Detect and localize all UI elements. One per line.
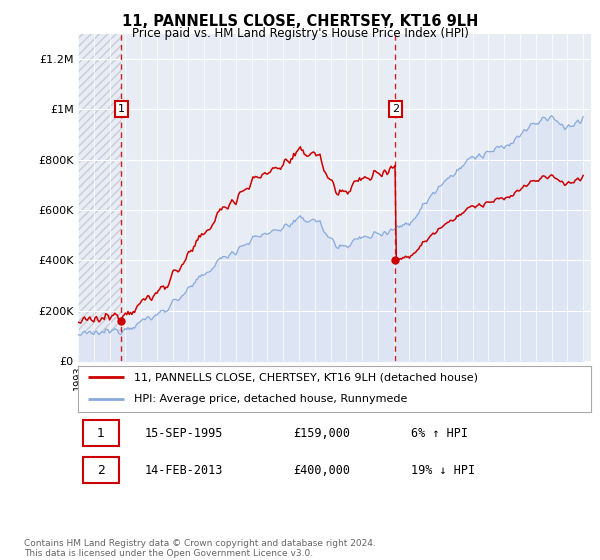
Text: £159,000: £159,000 (293, 427, 350, 440)
Text: 2: 2 (97, 464, 105, 477)
Text: HPI: Average price, detached house, Runnymede: HPI: Average price, detached house, Runn… (134, 394, 408, 404)
Text: 11, PANNELLS CLOSE, CHERTSEY, KT16 9LH: 11, PANNELLS CLOSE, CHERTSEY, KT16 9LH (122, 14, 478, 29)
Bar (78, 34, 121, 361)
Text: 15-SEP-1995: 15-SEP-1995 (145, 427, 223, 440)
FancyBboxPatch shape (83, 458, 119, 483)
Text: 1: 1 (118, 104, 125, 114)
Text: 11, PANNELLS CLOSE, CHERTSEY, KT16 9LH (detached house): 11, PANNELLS CLOSE, CHERTSEY, KT16 9LH (… (134, 372, 478, 382)
Text: £400,000: £400,000 (293, 464, 350, 477)
Text: 6% ↑ HPI: 6% ↑ HPI (412, 427, 469, 440)
Text: Contains HM Land Registry data © Crown copyright and database right 2024.
This d: Contains HM Land Registry data © Crown c… (24, 539, 376, 558)
Text: 19% ↓ HPI: 19% ↓ HPI (412, 464, 476, 477)
Text: 2: 2 (392, 104, 399, 114)
Text: 1: 1 (97, 427, 105, 440)
Text: 14-FEB-2013: 14-FEB-2013 (145, 464, 223, 477)
Text: Price paid vs. HM Land Registry's House Price Index (HPI): Price paid vs. HM Land Registry's House … (131, 27, 469, 40)
FancyBboxPatch shape (83, 421, 119, 446)
